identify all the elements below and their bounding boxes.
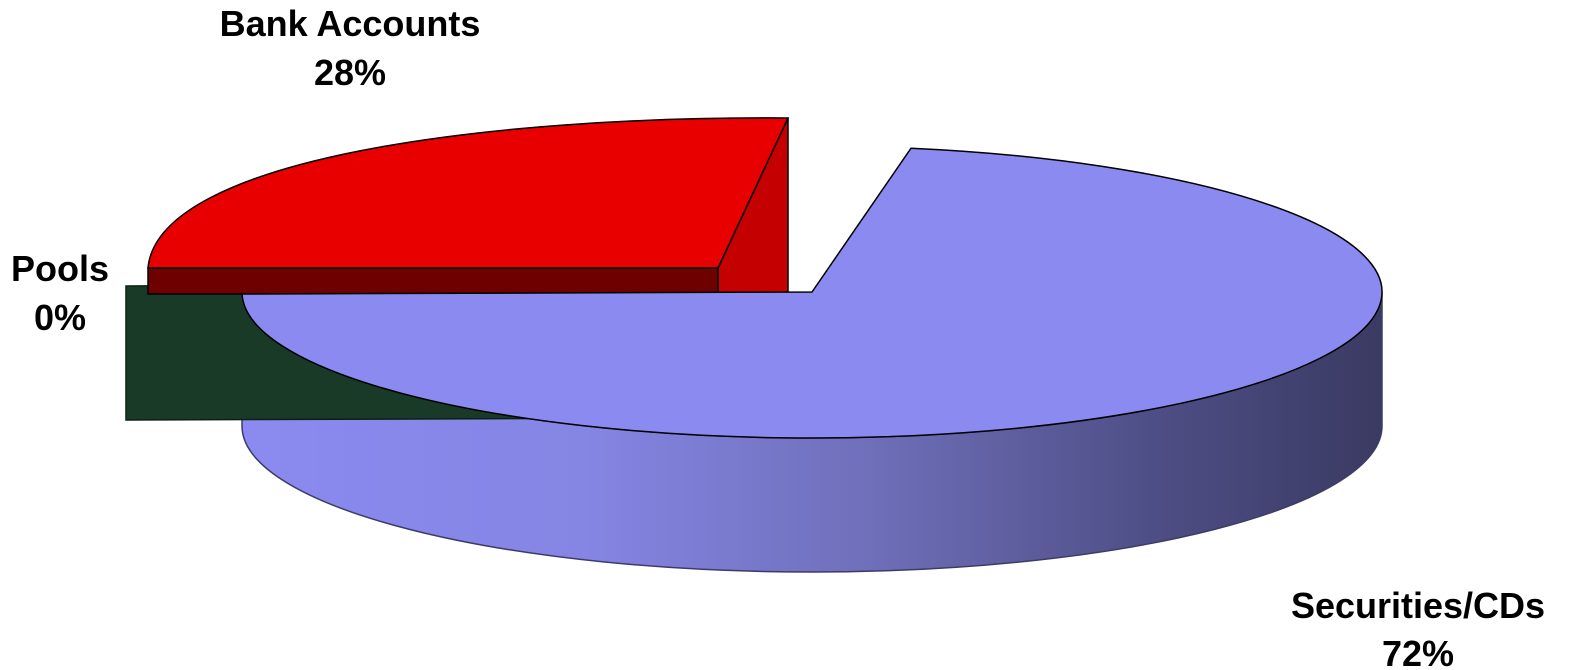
- slice-label-bank-accounts-name: Bank Accounts: [220, 3, 481, 44]
- bank-accounts-front-edge: [147, 267, 719, 295]
- slice-label-securities-name: Securities/CDs: [1291, 585, 1545, 626]
- slices-layer: [125, 117, 1383, 573]
- slice-label-pools-value: 0%: [34, 297, 86, 338]
- bank-accounts-top-face: [147, 117, 790, 269]
- slice-label-bank-accounts-value: 28%: [314, 52, 386, 93]
- slice-label-securities-value: 72%: [1382, 633, 1454, 670]
- securities-top-face: [241, 147, 1383, 439]
- slice-label-pools-name: Pools: [11, 248, 109, 289]
